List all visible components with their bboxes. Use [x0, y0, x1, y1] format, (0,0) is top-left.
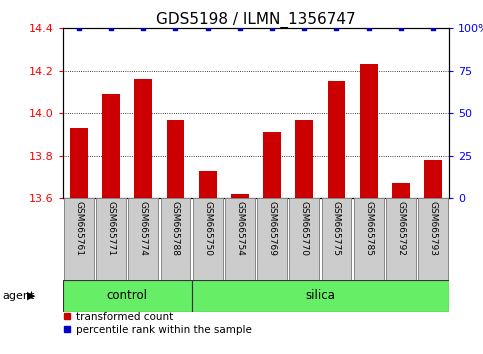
Bar	[193, 198, 223, 280]
Bar	[418, 198, 448, 280]
Bar	[161, 198, 190, 280]
Text: GSM665775: GSM665775	[332, 201, 341, 256]
Text: GSM665769: GSM665769	[268, 201, 277, 256]
Bar	[63, 280, 192, 312]
Bar	[354, 198, 384, 280]
Point	[333, 25, 341, 31]
Point	[300, 25, 308, 31]
Point	[107, 25, 115, 31]
Point	[397, 25, 405, 31]
Point	[429, 25, 437, 31]
Point	[75, 25, 83, 31]
Bar	[70, 128, 88, 198]
Text: control: control	[107, 289, 148, 302]
Bar	[386, 198, 416, 280]
Text: GSM665793: GSM665793	[428, 201, 438, 256]
Bar	[134, 79, 152, 198]
Bar	[167, 120, 185, 198]
Text: GSM665771: GSM665771	[107, 201, 115, 256]
Bar	[231, 194, 249, 198]
Bar	[64, 198, 94, 280]
Text: GSM665788: GSM665788	[171, 201, 180, 256]
Legend: transformed count, percentile rank within the sample: transformed count, percentile rank withi…	[63, 312, 252, 335]
Text: GSM665754: GSM665754	[235, 201, 244, 256]
Bar	[257, 198, 287, 280]
Point	[268, 25, 276, 31]
Title: GDS5198 / ILMN_1356747: GDS5198 / ILMN_1356747	[156, 12, 356, 28]
Bar	[263, 132, 281, 198]
Text: GSM665792: GSM665792	[397, 201, 405, 256]
Bar	[192, 280, 449, 312]
Text: GSM665770: GSM665770	[300, 201, 309, 256]
Text: silica: silica	[305, 289, 335, 302]
Point	[140, 25, 147, 31]
Bar	[199, 171, 216, 198]
Bar	[102, 94, 120, 198]
Text: GSM665750: GSM665750	[203, 201, 212, 256]
Bar	[392, 183, 410, 198]
Point	[365, 25, 372, 31]
Bar	[360, 64, 378, 198]
Text: agent: agent	[2, 291, 35, 301]
Bar	[96, 198, 126, 280]
Text: ▶: ▶	[27, 291, 35, 301]
Bar	[225, 198, 255, 280]
Bar	[327, 81, 345, 198]
Text: GSM665774: GSM665774	[139, 201, 148, 256]
Bar	[128, 198, 158, 280]
Bar	[296, 120, 313, 198]
Bar	[424, 160, 442, 198]
Bar	[289, 198, 319, 280]
Point	[204, 25, 212, 31]
Point	[236, 25, 244, 31]
Bar	[322, 198, 351, 280]
Text: GSM665761: GSM665761	[74, 201, 84, 256]
Point	[171, 25, 179, 31]
Text: GSM665785: GSM665785	[364, 201, 373, 256]
